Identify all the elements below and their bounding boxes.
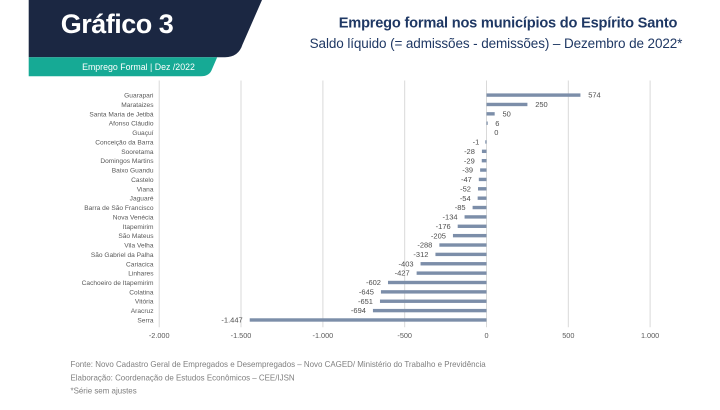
svg-text:-29: -29 [464, 156, 475, 165]
svg-text:-47: -47 [461, 175, 472, 184]
svg-text:Sooretama: Sooretama [121, 149, 154, 156]
svg-text:-1: -1 [473, 138, 480, 147]
svg-text:Santa Maria de Jetibá: Santa Maria de Jetibá [89, 111, 153, 118]
svg-text:-312: -312 [413, 250, 428, 259]
svg-text:Serra: Serra [137, 317, 153, 324]
svg-text:Guarapari: Guarapari [124, 93, 154, 100]
svg-text:Emprego Formal | Dez /2022: Emprego Formal | Dez /2022 [82, 62, 195, 72]
svg-text:Cariacica: Cariacica [126, 261, 154, 268]
svg-text:Conceição da Barra: Conceição da Barra [95, 139, 154, 146]
svg-text:Viana: Viana [137, 186, 154, 193]
svg-text:-403: -403 [399, 259, 414, 268]
svg-text:0: 0 [484, 331, 488, 340]
svg-text:50: 50 [502, 109, 510, 118]
svg-text:-651: -651 [358, 297, 373, 306]
svg-text:Gráfico 3: Gráfico 3 [61, 9, 174, 39]
svg-text:Baixo Guandu: Baixo Guandu [112, 168, 154, 175]
svg-text:*Série sem ajustes: *Série sem ajustes [71, 387, 137, 396]
svg-text:-176: -176 [436, 222, 451, 231]
svg-text:-645: -645 [359, 287, 374, 296]
svg-text:500: 500 [562, 331, 574, 340]
svg-text:Fonte: Novo Cadastro Geral de: Fonte: Novo Cadastro Geral de Empregados… [71, 360, 487, 369]
svg-text:-2.000: -2.000 [149, 331, 170, 340]
svg-text:Guaçuí: Guaçuí [132, 130, 153, 137]
svg-text:São Gabriel da Palha: São Gabriel da Palha [91, 252, 154, 259]
svg-text:Colatina: Colatina [129, 289, 154, 296]
svg-text:Aracruz: Aracruz [131, 308, 154, 315]
svg-text:Linhares: Linhares [128, 271, 154, 278]
svg-text:6: 6 [495, 119, 499, 128]
svg-text:Vitória: Vitória [135, 299, 154, 306]
svg-text:Itapemirim: Itapemirim [123, 224, 154, 231]
svg-text:-205: -205 [431, 231, 446, 240]
svg-text:Nova Venécia: Nova Venécia [113, 214, 154, 221]
svg-text:Emprego formal nos municípios: Emprego formal nos municípios do Espírit… [339, 16, 678, 32]
svg-text:Saldo líquido (= admissões - d: Saldo líquido (= admissões - demissões) … [310, 36, 684, 51]
svg-text:-500: -500 [397, 331, 412, 340]
svg-text:Barra de São Francisco: Barra de São Francisco [84, 205, 154, 212]
svg-text:Cachoeiro de Itapemirim: Cachoeiro de Itapemirim [82, 280, 154, 287]
svg-text:-85: -85 [455, 203, 466, 212]
svg-text:250: 250 [535, 100, 548, 109]
svg-text:-134: -134 [443, 213, 458, 222]
svg-text:-1.447: -1.447 [221, 316, 242, 325]
svg-text:Castelo: Castelo [131, 177, 154, 184]
svg-text:-1.000: -1.000 [313, 331, 334, 340]
svg-text:-52: -52 [460, 184, 471, 193]
svg-text:Domingos Martins: Domingos Martins [100, 158, 154, 165]
svg-text:São Mateus: São Mateus [118, 233, 154, 240]
svg-text:1.000: 1.000 [641, 331, 659, 340]
svg-text:Elaboração: Coordenação de Est: Elaboração: Coordenação de Estudos Econô… [71, 374, 295, 383]
svg-text:-288: -288 [417, 241, 432, 250]
svg-text:-28: -28 [464, 147, 475, 156]
svg-text:-427: -427 [395, 269, 410, 278]
svg-text:0: 0 [494, 128, 498, 137]
svg-text:-1.500: -1.500 [231, 331, 252, 340]
svg-text:-39: -39 [462, 166, 473, 175]
svg-text:Jaguaré: Jaguaré [130, 196, 154, 203]
svg-text:-54: -54 [460, 194, 471, 203]
svg-text:574: 574 [588, 91, 601, 100]
svg-text:-694: -694 [351, 306, 366, 315]
svg-text:Afonso Cláudio: Afonso Cláudio [109, 121, 154, 128]
svg-text:-602: -602 [366, 278, 381, 287]
svg-text:Vila Velha: Vila Velha [124, 243, 154, 250]
svg-text:Marataizes: Marataizes [121, 102, 154, 109]
